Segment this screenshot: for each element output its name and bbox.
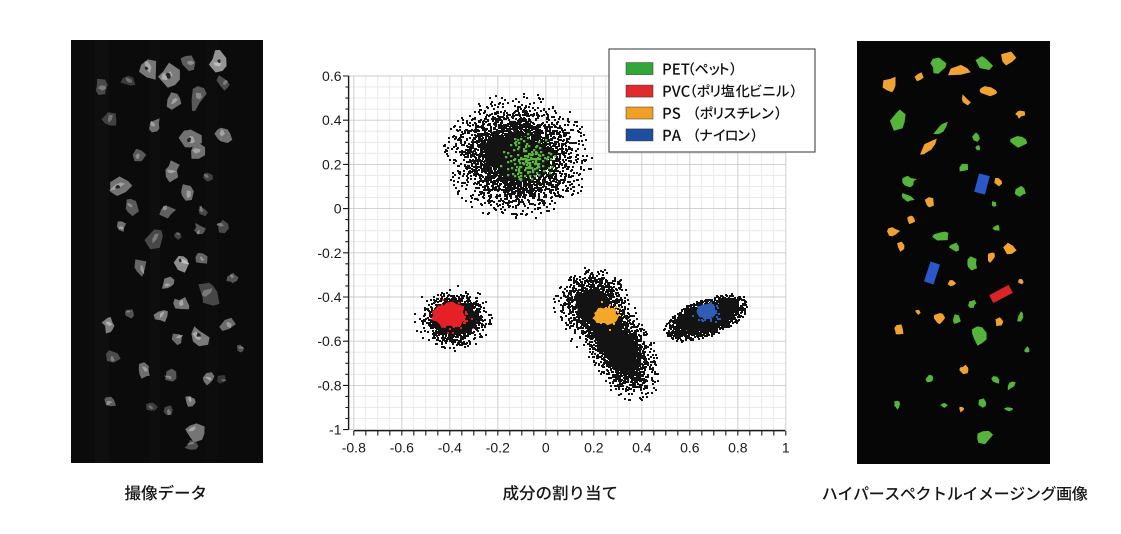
svg-text:-0.8: -0.8 (342, 440, 366, 456)
svg-text:0.2: 0.2 (584, 440, 604, 456)
svg-text:-1: -1 (329, 422, 342, 438)
svg-text:-0.2: -0.2 (486, 440, 510, 456)
svg-text:0: 0 (542, 440, 550, 456)
svg-text:0.6: 0.6 (680, 440, 700, 456)
svg-text:0.2: 0.2 (322, 156, 342, 172)
svg-text:0.4: 0.4 (632, 440, 652, 456)
svg-text:0.8: 0.8 (728, 440, 748, 456)
svg-text:0: 0 (334, 201, 342, 217)
svg-text:1: 1 (782, 440, 790, 456)
svg-text:0.4: 0.4 (322, 112, 342, 128)
svg-text:0.6: 0.6 (322, 68, 342, 84)
svg-text:-0.8: -0.8 (317, 377, 341, 393)
svg-text:-0.4: -0.4 (317, 289, 341, 305)
svg-text:-0.2: -0.2 (317, 245, 341, 261)
svg-text:-0.6: -0.6 (390, 440, 414, 456)
svg-text:-0.6: -0.6 (317, 333, 341, 349)
svg-text:-0.4: -0.4 (438, 440, 462, 456)
